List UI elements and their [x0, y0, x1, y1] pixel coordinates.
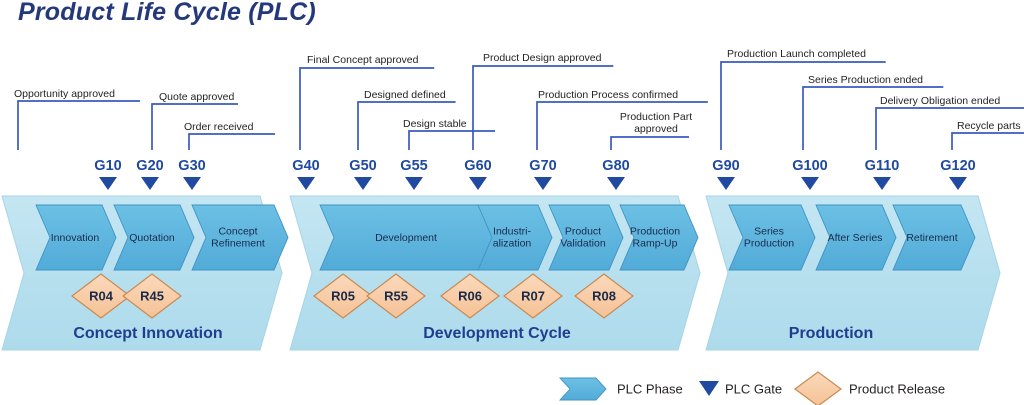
callout-line-G10 [17, 100, 140, 150]
phase-label-2-1: After Series [827, 231, 883, 244]
gate-label-G10[interactable]: G10 [94, 158, 122, 174]
callout-label-G60: Product Design approved [483, 52, 602, 64]
release-shape-0-1[interactable] [122, 273, 182, 319]
phase-shape-2-1[interactable] [815, 204, 897, 271]
gate-label-G40[interactable]: G40 [292, 158, 320, 174]
release-label-0-1: R45 [140, 288, 164, 304]
callout-line-G20 [151, 103, 238, 150]
phase-shape-0-1[interactable] [113, 204, 195, 271]
legend-chevron-icon [558, 377, 607, 401]
gate-label-G55[interactable]: G55 [400, 158, 428, 174]
phase-label-1-3: Production Ramp-Up [629, 225, 681, 250]
phase-label-0-0: Innovation [50, 231, 100, 244]
gate-arrow-G110[interactable] [873, 177, 891, 190]
gate-label-G100[interactable]: G100 [792, 158, 828, 174]
phase-shape-2-2[interactable] [892, 204, 976, 271]
phase-label-1-1: Industri- alization [492, 225, 532, 250]
callout-label-G10: Opportunity approved [14, 88, 115, 100]
release-shape-1-2[interactable] [440, 273, 500, 319]
callout-line-G60 [472, 65, 614, 150]
callout-label-G50: Designed defined [364, 89, 446, 101]
gate-arrow-G80[interactable] [607, 177, 625, 190]
legend-triangle-icon [699, 381, 719, 396]
phase-label-2-2: Retirement [906, 231, 958, 244]
phase-shape-0-0[interactable] [35, 204, 117, 271]
section-title-2: Production [788, 325, 874, 342]
gate-label-G110[interactable]: G110 [864, 158, 900, 174]
phase-label-0-2: Concept Refinement [211, 225, 265, 250]
callout-label-G70: Production Process confirmed [538, 89, 679, 101]
phase-shape-1-3[interactable] [619, 204, 699, 271]
gate-label-G30[interactable]: G30 [178, 158, 206, 174]
page-title: Product Life Cycle (PLC) [18, 0, 316, 26]
section-title-1: Development Cycle [423, 325, 571, 342]
gate-label-G70[interactable]: G70 [529, 158, 557, 174]
callout-line-G30 [188, 133, 275, 150]
gate-arrow-G100[interactable] [801, 177, 819, 190]
legend-diamond-icon [793, 371, 843, 405]
callout-line-G100 [802, 86, 944, 150]
callout-label-G55: Design stable [403, 118, 467, 130]
callout-label-G90: Production Launch completed [727, 48, 866, 60]
phase-shape-1-1[interactable] [477, 204, 553, 271]
legend-label-0: PLC Phase [617, 381, 683, 397]
phase-label-1-0: Development [375, 231, 437, 244]
gate-arrow-G30[interactable] [183, 177, 201, 190]
gate-arrow-G120[interactable] [949, 177, 967, 190]
release-shape-1-4[interactable] [574, 273, 634, 319]
callout-line-G110 [875, 107, 1024, 150]
phase-label-2-0: Series Production [743, 225, 795, 250]
release-label-1-0: R05 [331, 288, 355, 304]
gate-label-G20[interactable]: G20 [136, 158, 164, 174]
gate-arrow-G90[interactable] [717, 177, 735, 190]
gate-label-G50[interactable]: G50 [349, 158, 377, 174]
release-label-1-1: R55 [384, 288, 408, 304]
gate-label-G60[interactable]: G60 [464, 158, 492, 174]
callout-label-G30: Order received [184, 121, 254, 133]
phase-label-1-2: Product Validation [560, 225, 606, 250]
release-label-1-3: R07 [521, 288, 545, 304]
gate-arrow-G50[interactable] [354, 177, 372, 190]
release-label-1-4: R08 [592, 288, 616, 304]
callout-line-G70 [536, 101, 708, 150]
callout-label-G110: Delivery Obligation ended [880, 95, 1001, 107]
phase-shape-2-0[interactable] [728, 204, 816, 271]
release-label-0-0: R04 [89, 288, 113, 304]
gate-arrow-G10[interactable] [99, 177, 117, 190]
gate-label-G90[interactable]: G90 [712, 158, 740, 174]
phase-label-0-1: Quotation [129, 231, 175, 244]
gate-label-G80[interactable]: G80 [602, 158, 630, 174]
callout-line-G80 [610, 136, 689, 150]
callout-label-G120: Recycle parts [957, 120, 1021, 132]
legend-label-1: PLC Gate [725, 381, 783, 397]
phase-shape-1-2[interactable] [548, 204, 624, 271]
gate-arrow-G60[interactable] [469, 177, 487, 190]
callout-label-G40: Final Concept approved [307, 54, 419, 66]
callout-line-G50 [357, 101, 456, 150]
callout-label-G100: Series Production ended [808, 74, 923, 86]
gate-arrow-G70[interactable] [534, 177, 552, 190]
legend-label-2: Product Release [849, 381, 946, 397]
callout-line-G120 [951, 132, 1024, 150]
callout-label-G20: Quote approved [159, 91, 235, 103]
release-shape-1-3[interactable] [503, 273, 563, 319]
gate-arrow-G40[interactable] [297, 177, 315, 190]
gate-arrow-G20[interactable] [141, 177, 159, 190]
gate-arrow-G55[interactable] [405, 177, 423, 190]
callout-label-G80: Production Part approved [619, 111, 693, 135]
gate-label-G120[interactable]: G120 [940, 158, 976, 174]
release-shape-1-1[interactable] [366, 273, 426, 319]
release-label-1-2: R06 [458, 288, 482, 304]
section-title-0: Concept Innovation [73, 325, 223, 342]
callout-line-G55 [408, 130, 495, 150]
callout-line-G90 [720, 61, 886, 150]
phase-shape-0-2[interactable] [191, 204, 289, 271]
callout-line-G40 [299, 67, 435, 150]
